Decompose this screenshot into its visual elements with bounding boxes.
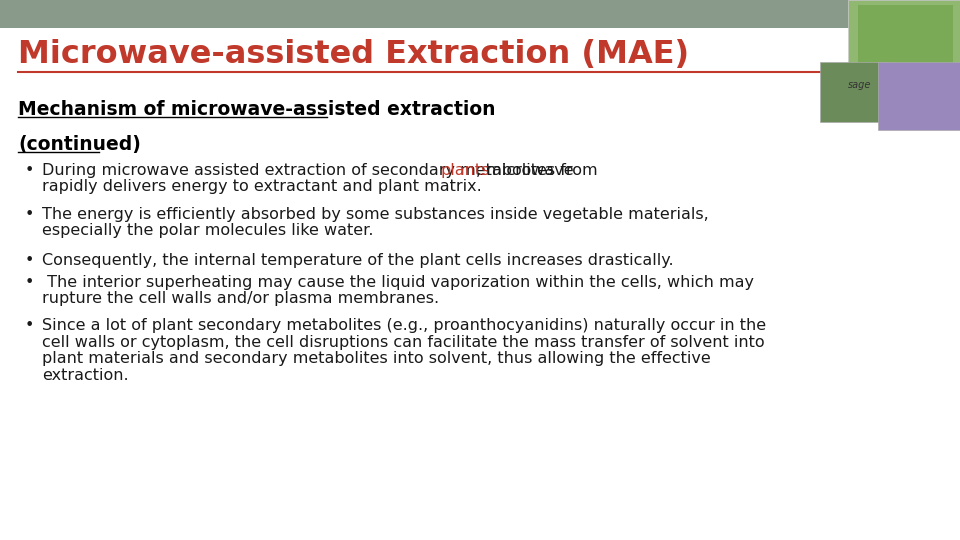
Text: The interior superheating may cause the liquid vaporization within the cells, wh: The interior superheating may cause the … (42, 275, 754, 290)
Bar (820, 62, 888, 122)
Text: •: • (25, 275, 35, 290)
Text: •: • (25, 163, 35, 178)
Text: rapidly delivers energy to extractant and plant matrix.: rapidly delivers energy to extractant an… (42, 179, 482, 194)
Text: •: • (25, 318, 35, 333)
Text: The energy is efficiently absorbed by some substances inside vegetable materials: The energy is efficiently absorbed by so… (42, 207, 708, 222)
Text: Since a lot of plant secondary metabolites (e.g., proanthocyanidins) naturally o: Since a lot of plant secondary metabolit… (42, 318, 766, 333)
Text: (continued): (continued) (18, 135, 141, 154)
Text: plant materials and secondary metabolites into solvent, thus allowing the effect: plant materials and secondary metabolite… (42, 351, 710, 366)
Text: •: • (25, 253, 35, 268)
Text: During microwave assisted extraction of secondary metabolites from: During microwave assisted extraction of … (42, 163, 603, 178)
Text: , microwave: , microwave (476, 163, 574, 178)
Bar (848, 0, 960, 70)
Text: extraction.: extraction. (42, 368, 129, 382)
Bar (858, 5, 953, 65)
Text: rupture the cell walls and/or plasma membranes.: rupture the cell walls and/or plasma mem… (42, 292, 439, 307)
Text: Consequently, the internal temperature of the plant cells increases drastically.: Consequently, the internal temperature o… (42, 253, 674, 268)
Text: plants: plants (441, 163, 490, 178)
Text: especially the polar molecules like water.: especially the polar molecules like wate… (42, 224, 373, 239)
Text: Mechanism of microwave-assisted extraction: Mechanism of microwave-assisted extracti… (18, 100, 495, 119)
Text: •: • (25, 207, 35, 222)
Text: cell walls or cytoplasm, the cell disruptions can facilitate the mass transfer o: cell walls or cytoplasm, the cell disrup… (42, 334, 764, 349)
Text: sage: sage (848, 80, 872, 90)
Text: Microwave-assisted Extraction (MAE): Microwave-assisted Extraction (MAE) (18, 39, 689, 70)
Bar (878, 62, 960, 130)
Bar (0, 0, 960, 28)
